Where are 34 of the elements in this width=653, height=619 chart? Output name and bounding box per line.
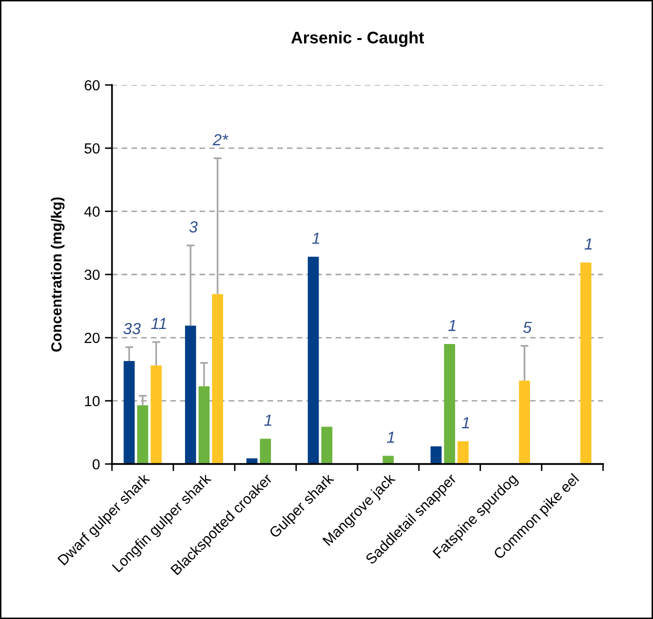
- annotation: 1: [584, 238, 592, 250]
- bar: [150, 365, 162, 464]
- annotation: 1: [386, 432, 394, 443]
- bar: [518, 380, 530, 464]
- annotation: 1: [448, 320, 456, 331]
- annotation: 2*: [212, 134, 228, 146]
- bar: [444, 344, 456, 464]
- bar: [458, 441, 469, 464]
- bar: [137, 405, 148, 464]
- bar: [212, 294, 224, 464]
- chart-title: Arsenic - Caught: [291, 31, 424, 47]
- annotation: 5: [523, 322, 532, 333]
- annotation: 1: [462, 417, 469, 428]
- y-tick-label: 40: [84, 206, 100, 217]
- y-tick-label: 0: [92, 459, 100, 470]
- y-tick-label: 20: [84, 332, 100, 344]
- annotation: 1: [312, 232, 320, 244]
- bar: [260, 438, 271, 464]
- annotation: 33: [123, 322, 141, 334]
- y-tick-label: 60: [84, 80, 100, 90]
- y-axis-title: Concentration (mg/kg): [50, 197, 65, 352]
- annotation: 11: [151, 318, 166, 330]
- y-tick-label: 30: [84, 270, 100, 280]
- annotation: 1: [264, 414, 272, 426]
- annotation: 3: [189, 221, 198, 233]
- y-tick-label: 50: [84, 143, 100, 154]
- bar: [198, 386, 210, 464]
- bar: [308, 256, 319, 464]
- y-tick-label: 10: [85, 396, 100, 406]
- bar: [580, 262, 592, 464]
- bar: [124, 361, 135, 464]
- bar: [430, 446, 442, 464]
- bar: [185, 326, 196, 464]
- bar: [321, 426, 332, 464]
